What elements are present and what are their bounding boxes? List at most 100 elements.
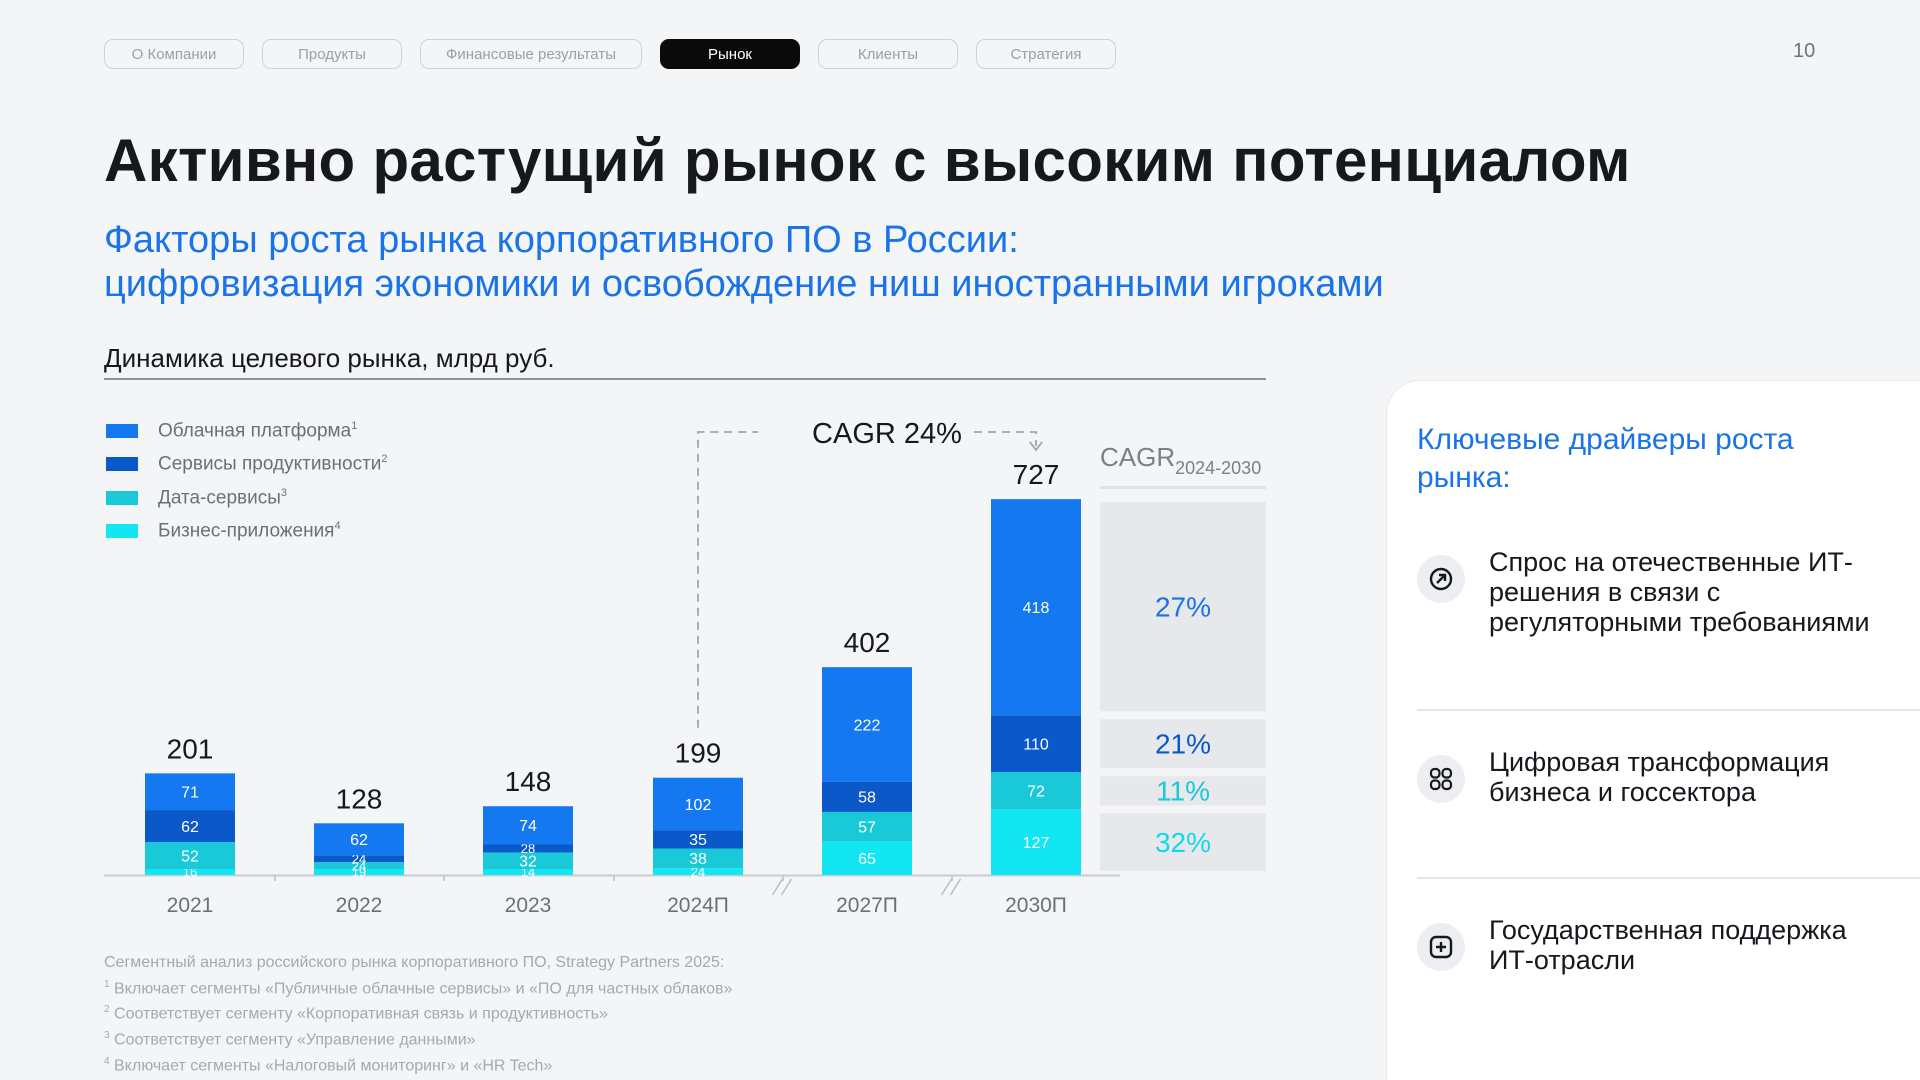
bar-segment-label: 38 bbox=[689, 851, 707, 868]
legend-footnote: 3 bbox=[280, 486, 288, 499]
cagr-panel-subscript: 2024-2030 bbox=[1175, 458, 1261, 478]
bar-total-label: 402 bbox=[844, 627, 891, 658]
chart-legend: Облачная платформа1 Сервисы продуктивност… bbox=[106, 414, 388, 548]
bar-segment bbox=[483, 869, 573, 875]
chart-title-main: Динамика целевого рынка, bbox=[104, 343, 429, 373]
axis-break-mark bbox=[771, 878, 793, 896]
footnote-4: 4 Включает сегменты «Налоговый мониторин… bbox=[104, 1051, 732, 1077]
cagr-panel-box bbox=[1100, 813, 1266, 871]
cagr-connector-right bbox=[974, 431, 1037, 446]
legend-label: Дата-сервисы3 bbox=[158, 486, 288, 508]
cagr-panel-box bbox=[1100, 776, 1266, 806]
drivers-title: Ключевые драйверы роста рынка: bbox=[1417, 423, 1794, 494]
axis-break-mark bbox=[940, 878, 962, 896]
grid-icon bbox=[1417, 755, 1465, 803]
bar-segment-label: 102 bbox=[685, 797, 712, 814]
sources-line: Сегментный анализ российского рынка корп… bbox=[104, 954, 725, 971]
bar-segment-label: 62 bbox=[181, 819, 199, 836]
bar-segment bbox=[483, 806, 573, 845]
bar-total-label: 727 bbox=[1013, 459, 1060, 490]
bar-segment-label: 74 bbox=[519, 818, 537, 835]
bar-segment bbox=[653, 848, 743, 869]
bar-total-label: 199 bbox=[675, 738, 722, 769]
bar-segment bbox=[314, 869, 404, 875]
bar-segment bbox=[653, 868, 743, 875]
cagr-panel-value: 11% bbox=[1156, 776, 1210, 807]
plus-square-icon bbox=[1417, 923, 1465, 971]
bar-segment bbox=[822, 811, 912, 842]
cagr-arrowhead bbox=[1029, 441, 1043, 452]
subtitle-line-1: Факторы роста рынка корпоративного ПО в … bbox=[104, 219, 1019, 261]
bar-segment bbox=[483, 852, 573, 869]
driver-text: Государственная поддержка ИТ-отрасли bbox=[1489, 915, 1847, 975]
tab-3[interactable]: Рынок bbox=[660, 39, 800, 69]
bar-segment bbox=[314, 855, 404, 863]
legend-swatch bbox=[106, 457, 138, 472]
footnote-number: 1 bbox=[104, 978, 110, 990]
legend-label: Бизнес-приложения4 bbox=[158, 520, 341, 542]
chart-title: Динамика целевого рынка, млрд руб. bbox=[104, 343, 555, 374]
x-tick-label: 2024П bbox=[667, 894, 729, 917]
legend-label: Облачная платформа1 bbox=[158, 419, 358, 441]
footnote-number: 4 bbox=[104, 1055, 110, 1067]
bar-segment bbox=[653, 777, 743, 831]
chart-title-rule bbox=[104, 378, 1266, 380]
bar-segment-label: 65 bbox=[858, 851, 876, 868]
tab-5[interactable]: Стратегия bbox=[976, 39, 1116, 69]
cagr-label: CAGR 24% bbox=[812, 418, 962, 450]
tab-2[interactable]: Финансовые результаты bbox=[420, 39, 642, 69]
tab-4[interactable]: Клиенты bbox=[818, 39, 958, 69]
bar-segment-label: 58 bbox=[858, 790, 876, 807]
cagr-connector-left bbox=[697, 431, 758, 728]
x-tick-label: 2027П bbox=[836, 894, 898, 917]
legend-footnote: 4 bbox=[334, 520, 341, 533]
bar-segment-label: 72 bbox=[1027, 783, 1045, 800]
bar-segment bbox=[822, 667, 912, 782]
driver-divider bbox=[1417, 709, 1920, 711]
bar-segment bbox=[653, 830, 743, 849]
bar-segment bbox=[314, 862, 404, 869]
footnote-text: Включает сегменты «Налоговый мониторинг»… bbox=[109, 1057, 553, 1075]
page-number: 10 bbox=[1793, 40, 1816, 62]
footnote-3: 3 Соответствует сегменту «Управление дан… bbox=[104, 1025, 732, 1051]
bar-segment-label: 110 bbox=[1023, 736, 1049, 753]
bar-segment bbox=[483, 844, 573, 853]
bar-segment-label: 418 bbox=[1023, 600, 1050, 617]
cagr-panel-value: 21% bbox=[1155, 729, 1211, 760]
bar-segment bbox=[822, 841, 912, 875]
tab-0[interactable]: О Компании bbox=[104, 39, 244, 69]
bar-segment-label: 62 bbox=[350, 832, 368, 849]
tab-1[interactable]: Продукты bbox=[262, 39, 402, 69]
legend-item-2: Дата-сервисы3 bbox=[106, 481, 388, 515]
cagr-panel-value: 32% bbox=[1155, 827, 1211, 858]
cagr-panel-rule bbox=[1100, 486, 1266, 489]
bar-segment bbox=[991, 809, 1081, 875]
x-tick-label: 2023 bbox=[505, 894, 552, 917]
bar-segment bbox=[145, 810, 235, 843]
bar-segment-label: 52 bbox=[181, 848, 199, 865]
legend-label: Сервисы продуктивности2 bbox=[158, 453, 388, 475]
legend-item-3: Бизнес-приложения4 bbox=[106, 515, 388, 549]
bar-segment-label: 71 bbox=[181, 784, 199, 801]
subtitle-line-2: цифровизация экономики и освобождение ни… bbox=[104, 263, 1384, 305]
bar-segment bbox=[145, 869, 235, 875]
bar-segment-label: 57 bbox=[858, 819, 876, 836]
bar-total-label: 201 bbox=[167, 733, 214, 764]
page-subtitle: Факторы роста рынка корпоративного ПО в … bbox=[104, 218, 1384, 306]
footnote-text: Соответствует сегменту «Управление данны… bbox=[109, 1031, 476, 1049]
legend-footnote: 1 bbox=[351, 419, 358, 432]
cagr-panel-box bbox=[1100, 719, 1266, 769]
chart-title-unit: млрд руб. bbox=[428, 343, 555, 373]
bar-segment-label: 32 bbox=[519, 853, 537, 870]
cagr-panel-title: CAGR2024-2030 bbox=[1100, 442, 1261, 478]
x-tick-label: 2030П bbox=[1005, 894, 1067, 917]
footnote-text: Включает сегменты «Публичные облачные се… bbox=[109, 979, 733, 997]
cagr-panel-value: 27% bbox=[1155, 592, 1211, 623]
sources-footnotes: Сегментный анализ российского рынка корп… bbox=[104, 952, 732, 1077]
footnote-2: 2 Соответствует сегменту «Корпоративная … bbox=[104, 999, 732, 1025]
legend-swatch bbox=[106, 524, 138, 539]
driver-divider bbox=[1417, 877, 1920, 879]
section-nav: О Компании Продукты Финансовые результаты Р… bbox=[104, 39, 1116, 69]
bar-segment bbox=[314, 823, 404, 856]
footnote-number: 2 bbox=[104, 1004, 110, 1016]
